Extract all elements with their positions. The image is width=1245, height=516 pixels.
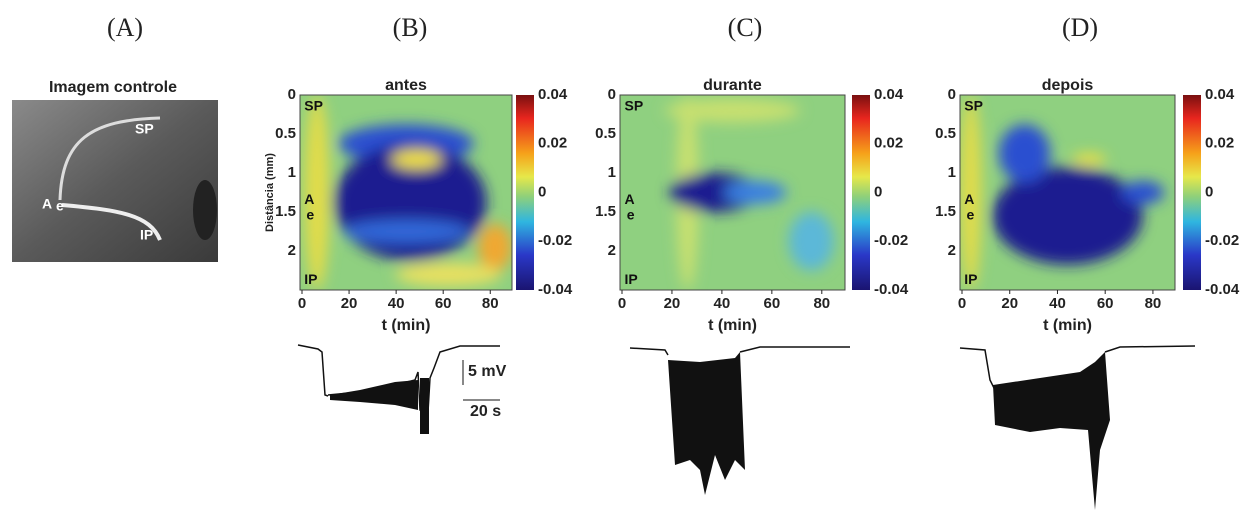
blob	[478, 224, 512, 271]
blob	[789, 212, 834, 271]
panel-label: (B)	[393, 13, 428, 42]
region-label: A	[42, 196, 52, 212]
x-axis-label: t (min)	[1043, 317, 1092, 334]
heatmap	[300, 95, 512, 290]
x-tick-label: 80	[1145, 295, 1162, 312]
y-tick-label: 0	[948, 86, 956, 103]
region-label: A	[964, 191, 974, 207]
panel-title: durante	[703, 77, 762, 94]
colorbar-tick-label: 0.02	[538, 135, 567, 152]
region-label: SP	[964, 97, 983, 113]
region-label: e	[56, 198, 64, 214]
blob	[391, 150, 442, 170]
colorbar-tick-label: 0.02	[874, 135, 903, 152]
y-tick-label: 0	[608, 86, 616, 103]
region-label: SP	[304, 97, 323, 113]
blob	[724, 181, 787, 204]
x-tick-label: 60	[764, 295, 781, 312]
scale-label: 5 mV	[468, 363, 507, 380]
region-label: A	[304, 191, 314, 207]
region-label: e	[966, 207, 974, 223]
colorbar-tick-label: 0	[1205, 183, 1213, 200]
colorbar-tick-label: 0.04	[874, 86, 904, 103]
colorbar-tick-label: 0	[538, 183, 546, 200]
panel-title: antes	[385, 77, 427, 94]
x-tick-label: 0	[958, 295, 966, 312]
region-label: IP	[625, 271, 638, 287]
heatmap	[960, 95, 1175, 290]
colorbar-tick-label: 0.04	[1205, 86, 1235, 103]
blob	[999, 124, 1051, 183]
blob	[665, 99, 800, 122]
trace-b	[298, 345, 500, 434]
region-label: IP	[304, 271, 317, 287]
y-tick-label: 2	[608, 242, 616, 259]
x-axis-label: t (min)	[382, 317, 431, 334]
y-tick-label: 0.5	[595, 125, 616, 142]
y-tick-label: 0	[288, 86, 296, 103]
blob	[1121, 181, 1164, 204]
colorbar	[852, 95, 870, 290]
region-label: IP	[964, 271, 977, 287]
blob	[992, 167, 1143, 265]
colorbar	[516, 95, 534, 290]
x-axis-label: t (min)	[708, 317, 757, 334]
control-image	[12, 100, 218, 262]
panel-title: Imagem controle	[49, 79, 177, 96]
panel-label: (C)	[728, 13, 763, 42]
y-tick-label: 1.5	[275, 203, 296, 220]
panel-label: (D)	[1062, 13, 1098, 42]
y-tick-label: 1	[288, 164, 296, 181]
x-tick-label: 60	[1097, 295, 1114, 312]
colorbar-tick-label: 0.04	[538, 86, 568, 103]
y-axis-label: Distância (mm)	[264, 153, 276, 232]
colorbar-tick-label: -0.04	[538, 281, 573, 298]
y-tick-label: 1.5	[935, 203, 956, 220]
region-label: e	[627, 207, 635, 223]
colorbar-tick-label: -0.02	[1205, 232, 1239, 249]
y-tick-label: 2	[948, 242, 956, 259]
x-tick-label: 0	[298, 295, 306, 312]
trace-d	[960, 346, 1195, 510]
colorbar-tick-label: -0.02	[874, 232, 908, 249]
colorbar-tick-label: -0.02	[538, 232, 572, 249]
y-tick-label: 0.5	[935, 125, 956, 142]
colorbar-tick-label: -0.04	[874, 281, 909, 298]
region-label: e	[306, 207, 314, 223]
heatmap	[620, 95, 845, 290]
x-tick-label: 40	[714, 295, 731, 312]
region-label: SP	[135, 121, 154, 137]
trace-c	[630, 347, 850, 495]
region-label: IP	[140, 227, 153, 243]
y-tick-label: 1.5	[595, 203, 616, 220]
region-label: A	[625, 191, 635, 207]
y-tick-label: 1	[608, 164, 616, 181]
blob	[1072, 154, 1106, 166]
scale-label: 20 s	[470, 403, 501, 420]
x-tick-label: 80	[482, 295, 499, 312]
colorbar-tick-label: -0.04	[1205, 281, 1240, 298]
x-tick-label: 0	[618, 295, 626, 312]
blob	[395, 263, 501, 286]
colorbar	[1183, 95, 1201, 290]
panel-label: (A)	[107, 13, 143, 42]
colorbar-tick-label: 0	[874, 183, 882, 200]
x-tick-label: 20	[341, 295, 358, 312]
region-label: SP	[625, 97, 644, 113]
x-tick-label: 40	[388, 295, 405, 312]
x-tick-label: 20	[1001, 295, 1018, 312]
colorbar-tick-label: 0.02	[1205, 135, 1234, 152]
y-tick-label: 1	[948, 164, 956, 181]
panel-title: depois	[1042, 77, 1094, 94]
y-tick-label: 0.5	[275, 125, 296, 142]
x-tick-label: 20	[664, 295, 681, 312]
y-tick-label: 2	[288, 242, 296, 259]
x-tick-label: 40	[1049, 295, 1066, 312]
x-tick-label: 60	[435, 295, 452, 312]
x-tick-label: 80	[813, 295, 830, 312]
blob	[342, 220, 469, 243]
